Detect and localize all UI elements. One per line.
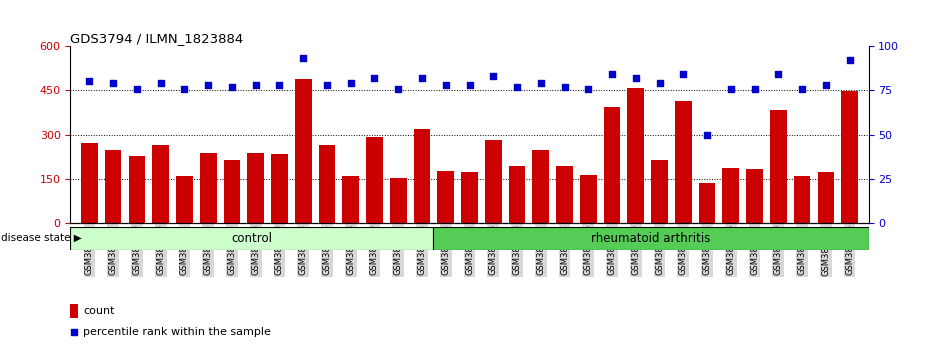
Bar (247, 153, 264, 223)
Bar (295, 79, 312, 223)
Point (771, 72, 786, 77)
Point (605, 72, 620, 77)
Bar (556, 166, 573, 223)
Point (842, 57, 857, 63)
Bar (70, 227, 433, 250)
Point (557, 84, 572, 90)
Point (248, 82, 263, 88)
Text: count: count (84, 306, 115, 316)
Bar (747, 169, 762, 223)
Point (82, 79, 97, 84)
Point (67, 329, 82, 335)
Point (177, 86, 192, 91)
Bar (366, 137, 383, 223)
Point (391, 86, 406, 91)
Text: rheumatoid arthritis: rheumatoid arthritis (592, 232, 711, 245)
Bar (770, 110, 787, 223)
Point (201, 82, 216, 88)
Point (628, 75, 643, 81)
Bar (414, 129, 430, 223)
Bar (81, 143, 98, 223)
Bar (433, 227, 869, 250)
Bar (580, 175, 596, 223)
Point (700, 132, 715, 137)
Point (510, 84, 525, 90)
Bar (200, 153, 217, 223)
Bar (318, 145, 335, 223)
Bar (793, 176, 810, 223)
Point (130, 86, 145, 91)
Point (652, 80, 667, 86)
Bar (604, 107, 621, 223)
Text: control: control (231, 232, 272, 245)
Bar (70, 304, 79, 318)
Bar (223, 160, 240, 223)
Text: percentile rank within the sample: percentile rank within the sample (84, 327, 271, 337)
Bar (722, 167, 739, 223)
Point (462, 82, 477, 88)
Bar (129, 156, 146, 223)
Point (153, 80, 168, 86)
Text: GDS3794 / ILMN_1823884: GDS3794 / ILMN_1823884 (70, 32, 244, 45)
Bar (652, 160, 668, 223)
Point (818, 82, 833, 88)
Point (794, 86, 809, 91)
Bar (271, 154, 287, 223)
Point (676, 72, 691, 77)
Bar (532, 150, 549, 223)
Bar (627, 88, 644, 223)
Bar (818, 172, 834, 223)
Bar (177, 176, 192, 223)
Bar (675, 101, 692, 223)
Point (747, 86, 762, 91)
Point (367, 75, 382, 81)
Point (272, 82, 287, 88)
Point (319, 82, 334, 88)
Point (414, 75, 429, 81)
Bar (105, 150, 121, 223)
Point (723, 86, 738, 91)
Bar (343, 176, 359, 223)
Bar (509, 166, 525, 223)
Bar (152, 145, 169, 223)
Bar (841, 91, 858, 223)
Point (533, 80, 548, 86)
Point (296, 56, 311, 61)
Point (344, 80, 359, 86)
Bar (390, 178, 407, 223)
Bar (461, 172, 478, 223)
Point (580, 86, 595, 91)
Bar (485, 139, 501, 223)
Point (224, 84, 239, 90)
Bar (699, 183, 716, 223)
Point (485, 73, 500, 79)
Text: disease state ▶: disease state ▶ (1, 233, 82, 243)
Bar (438, 171, 454, 223)
Point (439, 82, 454, 88)
Point (106, 80, 121, 86)
